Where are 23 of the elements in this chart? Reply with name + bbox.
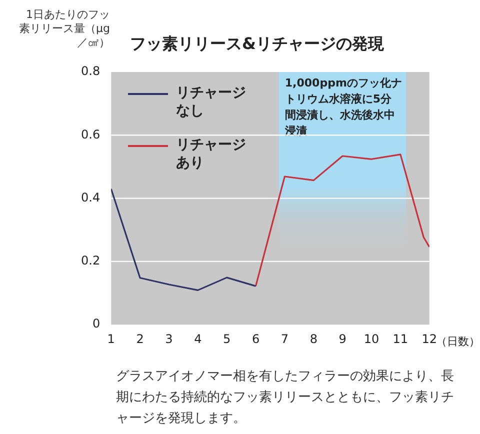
legend-label: リチャージなし <box>176 84 247 120</box>
x-tick-label: 8 <box>310 332 318 346</box>
chart-title: フッ素リリース&リチャージの発現 <box>130 34 384 55</box>
x-tick-label: 4 <box>194 332 202 346</box>
x-tick-label: 10 <box>364 332 380 346</box>
x-tick-label: 6 <box>252 332 260 346</box>
y-tick-label: 0.6 <box>80 127 100 142</box>
legend-label: リチャージあり <box>176 136 247 172</box>
x-tick-label: 2 <box>136 332 144 346</box>
x-tick-label: 11 <box>392 332 408 346</box>
x-tick-label: 3 <box>165 332 173 346</box>
y-tick-label: 0.4 <box>80 190 100 204</box>
x-tick-label: 12 <box>422 332 438 346</box>
x-axis-title: （日数） <box>436 334 480 349</box>
y-tick-label: 0.2 <box>80 254 100 268</box>
text: グラスアイオノマー相を有したフィラーの効果により、長期にわたる持続的なフッ素リリースとともに、フッ素リチャージを発現します。 <box>116 368 455 428</box>
y-tick-label: 0 <box>92 316 100 331</box>
x-tick-label: 5 <box>223 332 231 346</box>
y-axis-title: 1日あたりのフッ素リリース量（μg／㎠） <box>18 8 110 50</box>
x-tick-label: 9 <box>338 332 346 346</box>
y-tick-label: 0.8 <box>80 64 100 78</box>
x-tick-label: 7 <box>280 332 289 346</box>
x-tick-label: 1 <box>107 332 115 346</box>
